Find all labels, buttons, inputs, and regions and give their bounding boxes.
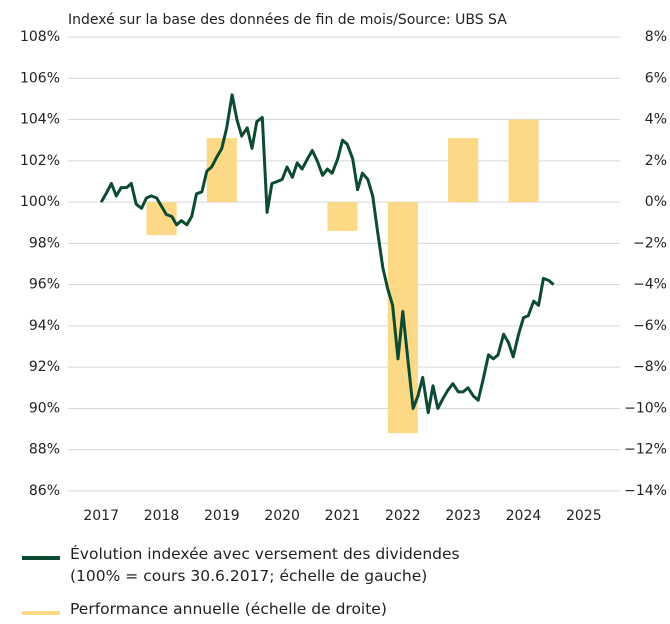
- y2-tick-label: −4%: [633, 277, 667, 293]
- y-tick-label: 98%: [29, 235, 60, 251]
- y-tick-label: 108%: [20, 29, 60, 45]
- x-tick-label: 2023: [445, 508, 481, 524]
- y2-tick-label: 0%: [645, 194, 667, 210]
- y-tick-label: 94%: [29, 318, 60, 334]
- x-tick-label: 2025: [566, 508, 602, 524]
- line: [99, 93, 555, 415]
- y-tick-label: 90%: [29, 400, 60, 416]
- legend-label: Performance annuelle (échelle de droite): [70, 600, 387, 618]
- y-tick-label: 88%: [29, 442, 60, 458]
- y-tick-label: 92%: [29, 359, 60, 375]
- x-tick-label: 2020: [264, 508, 300, 524]
- y-tick-label: 96%: [29, 277, 60, 293]
- x-tick-label: 2024: [506, 508, 542, 524]
- x-tick-label: 2019: [204, 508, 240, 524]
- x-tick-label: 2018: [144, 508, 180, 524]
- x-tick-label: 2021: [325, 508, 361, 524]
- y2-tick-label: 4%: [645, 112, 667, 128]
- y-tick-label: 102%: [20, 153, 60, 169]
- y2-tick-label: −8%: [633, 359, 667, 375]
- y-tick-label: 86%: [29, 483, 60, 499]
- y2-tick-label: 2%: [645, 153, 667, 169]
- bar: [327, 202, 358, 231]
- legend-swatch: [22, 556, 60, 560]
- legend-swatch: [22, 611, 60, 615]
- y2-tick-label: 8%: [645, 29, 667, 45]
- chart: Indexé sur la base des données de fin de…: [20, 12, 667, 524]
- y-tick-label: 104%: [20, 112, 60, 128]
- bar: [508, 119, 539, 203]
- y-tick-label: 106%: [20, 70, 60, 86]
- y-tick-label: 100%: [20, 194, 60, 210]
- bar: [448, 138, 479, 203]
- y2-tick-label: −14%: [624, 483, 667, 499]
- y2-tick-label: −10%: [624, 400, 667, 416]
- x-tick-label: 2022: [385, 508, 421, 524]
- x-tick-label: 2017: [83, 508, 119, 524]
- y2-tick-label: −2%: [633, 235, 667, 251]
- chart-subtitle: Indexé sur la base des données de fin de…: [68, 12, 507, 28]
- y2-tick-label: −6%: [633, 318, 667, 334]
- y2-tick-label: 6%: [645, 70, 667, 86]
- legend-label: Évolution indexée avec versement des div…: [70, 545, 460, 585]
- y2-tick-label: −12%: [624, 442, 667, 458]
